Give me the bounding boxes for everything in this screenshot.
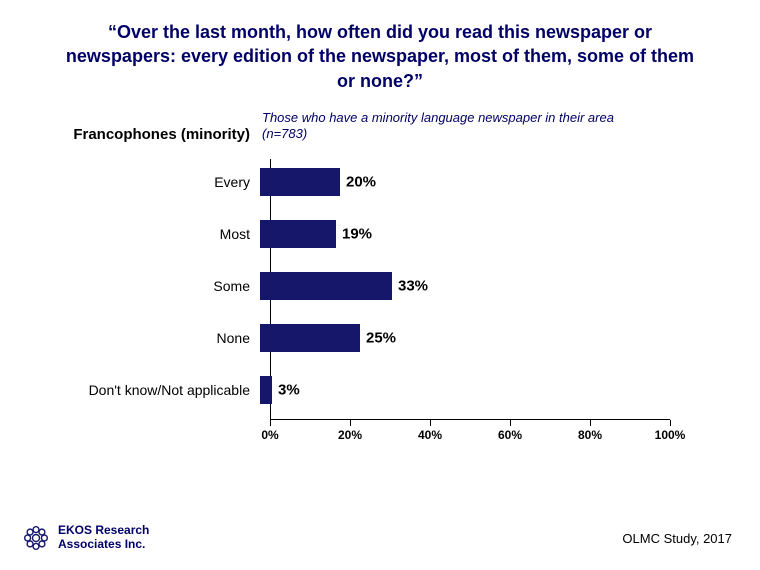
bar-row: Every 20% (60, 159, 700, 205)
bar-label: Don't know/Not applicable (60, 382, 260, 398)
footer: EKOS Research Associates Inc. OLMC Study… (0, 524, 760, 552)
bar-value: 20% (346, 173, 376, 190)
chart-area: Francophones (minority) Those who have a… (60, 110, 700, 490)
bar-label: Some (60, 278, 260, 294)
bar-track: 33% (260, 272, 660, 300)
bar-fill (260, 168, 340, 196)
bar-value: 25% (366, 329, 396, 346)
x-tick-label: 40% (418, 428, 442, 442)
x-tick (270, 420, 271, 426)
x-axis: 0%20%40%60%80%100% (270, 419, 670, 420)
bar-value: 19% (342, 225, 372, 242)
bar-track: 19% (260, 220, 660, 248)
x-tick (670, 420, 671, 426)
footer-study: OLMC Study, 2017 (622, 531, 732, 546)
bar-row: Don't know/Not applicable 3% (60, 367, 700, 413)
bar-value: 3% (278, 381, 300, 398)
bar-fill (260, 220, 336, 248)
x-tick-label: 60% (498, 428, 522, 442)
bar-track: 25% (260, 324, 660, 352)
bar-track: 3% (260, 376, 660, 404)
group-note: Those who have a minority language newsp… (260, 110, 620, 143)
bar-label: Every (60, 174, 260, 190)
x-tick (430, 420, 431, 426)
chart-title: “Over the last month, how often did you … (0, 0, 760, 103)
x-tick-label: 100% (655, 428, 686, 442)
x-tick (590, 420, 591, 426)
footer-org-line2: Associates Inc. (58, 538, 149, 552)
bar-fill (260, 324, 360, 352)
bar-track: 20% (260, 168, 660, 196)
group-label: Francophones (minority) (60, 126, 260, 143)
x-tick (510, 420, 511, 426)
bar-row: None 25% (60, 315, 700, 361)
x-tick (350, 420, 351, 426)
bars-region: Every 20% Most 19% Some 33% None 25% Don't know/… (60, 159, 700, 419)
bar-fill (260, 272, 392, 300)
x-tick-label: 20% (338, 428, 362, 442)
x-tick-label: 0% (261, 428, 278, 442)
footer-org-line1: EKOS Research (58, 524, 149, 538)
bar-label: Most (60, 226, 260, 242)
bar-row: Some 33% (60, 263, 700, 309)
footer-org: EKOS Research Associates Inc. (58, 524, 149, 552)
bar-row: Most 19% (60, 211, 700, 257)
bar-fill (260, 376, 272, 404)
ekos-logo-icon (22, 524, 50, 552)
bar-value: 33% (398, 277, 428, 294)
x-tick-label: 80% (578, 428, 602, 442)
footer-left: EKOS Research Associates Inc. (22, 524, 149, 552)
bar-label: None (60, 330, 260, 346)
chart-subtitle-row: Francophones (minority) Those who have a… (60, 110, 700, 143)
